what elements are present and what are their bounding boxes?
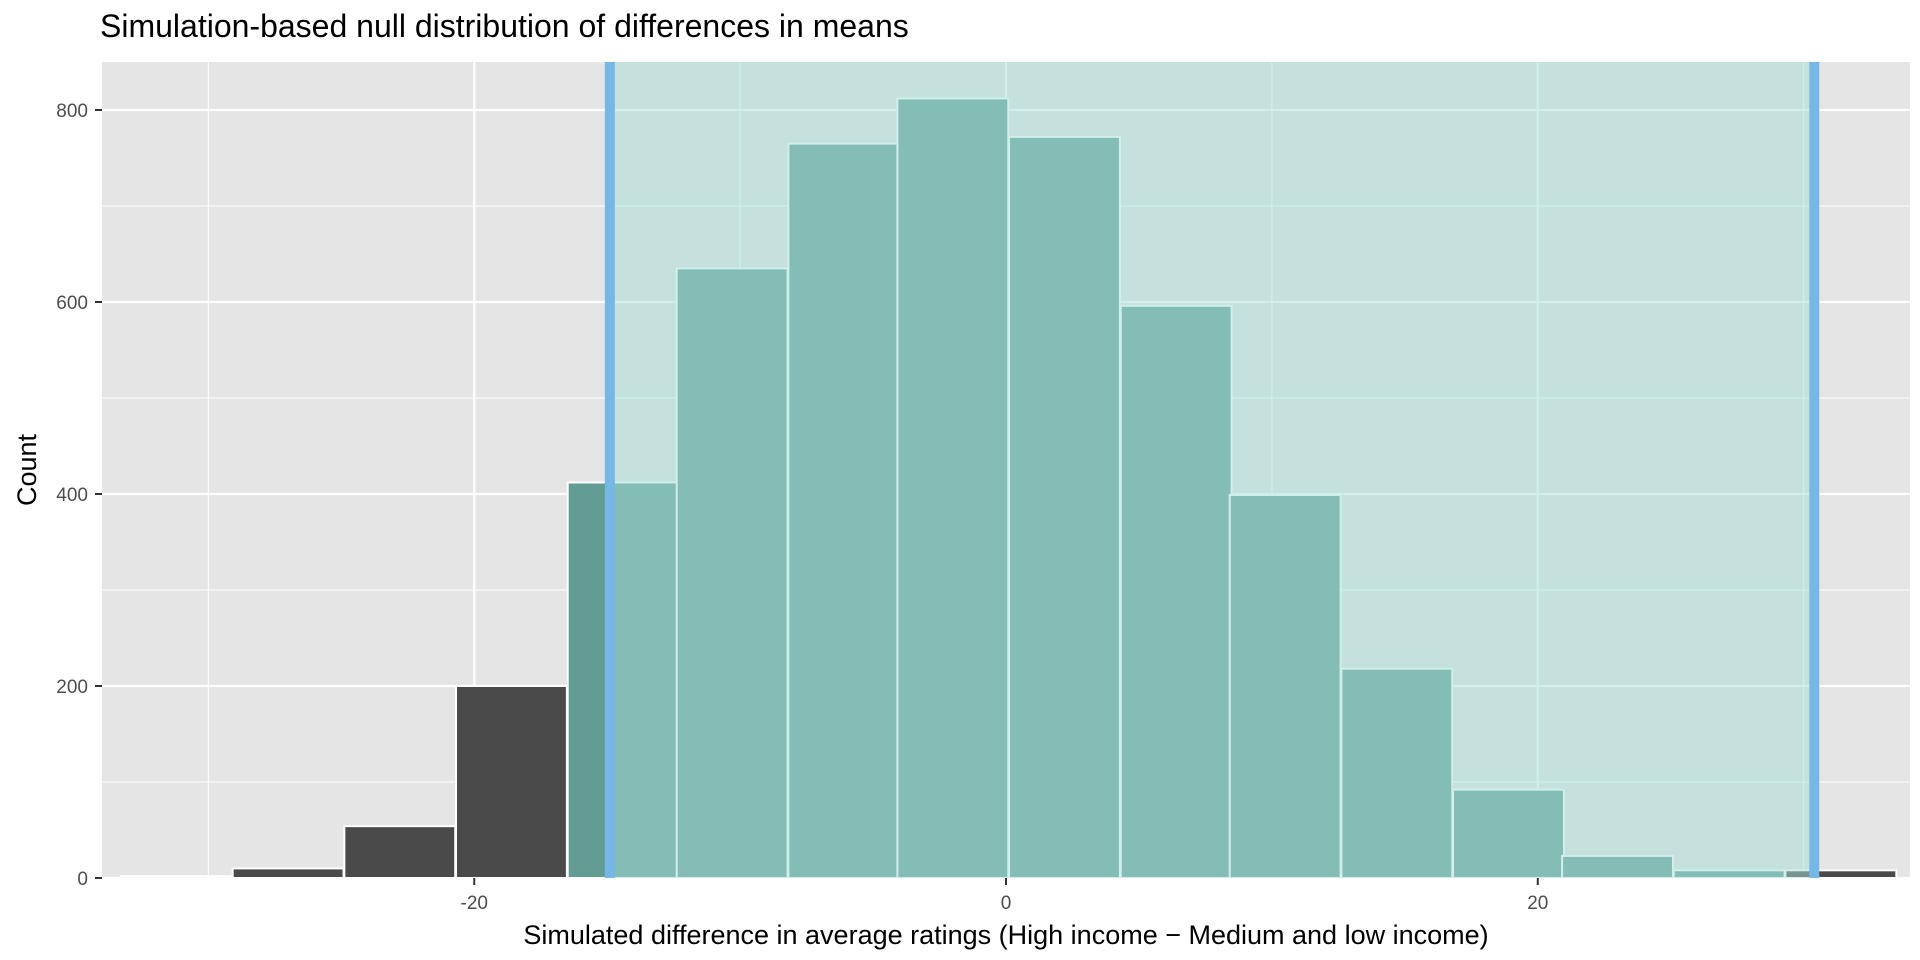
histogram-bar xyxy=(120,875,233,880)
y-tick-label: 0 xyxy=(77,869,88,890)
y-tick-label: 600 xyxy=(56,293,88,314)
x-axis-title: Simulated difference in average ratings … xyxy=(523,920,1488,950)
x-tick-label: 0 xyxy=(1001,893,1012,914)
x-tick-label: 20 xyxy=(1527,893,1548,914)
y-tick-label: 200 xyxy=(56,677,88,698)
y-axis-title: Count xyxy=(12,433,42,506)
histogram-bar xyxy=(455,685,568,879)
chart-title: Simulation-based null distribution of di… xyxy=(100,8,909,44)
axes: 0 200 400 600 800 -20 0 20 xyxy=(56,101,1548,914)
shaded-interval xyxy=(604,62,1820,878)
x-tick-label: -20 xyxy=(461,893,488,914)
y-tick-label: 400 xyxy=(56,485,88,506)
shaded-region xyxy=(609,62,1815,878)
histogram-bar xyxy=(343,825,457,879)
histogram-bar xyxy=(231,867,345,880)
y-tick-label: 800 xyxy=(56,101,88,122)
